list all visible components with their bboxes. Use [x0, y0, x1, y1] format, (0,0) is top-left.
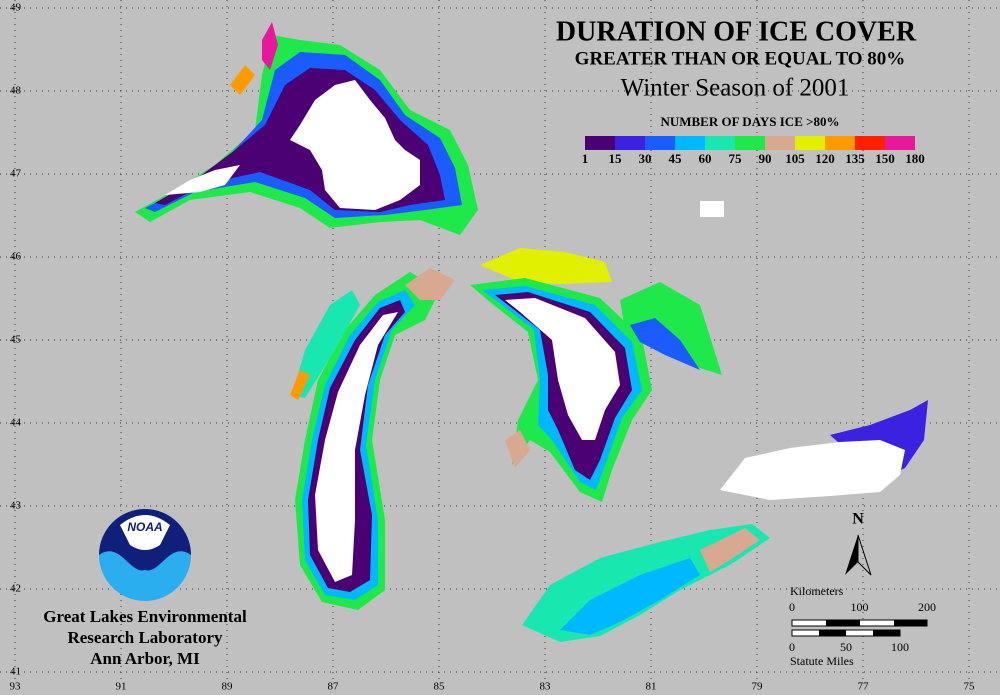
- lake-ontario: [720, 400, 928, 500]
- scale-km-label: 200: [918, 600, 936, 614]
- legend-tick: 120: [815, 151, 835, 166]
- longitude-label: 79: [752, 681, 764, 693]
- season: Winter Season of 2001: [621, 75, 850, 102]
- longitude-label: 81: [646, 681, 657, 693]
- longitude-label: 91: [116, 681, 127, 693]
- legend-tick: 75: [729, 151, 743, 166]
- legend-swatch: [615, 136, 645, 150]
- legend-title: NUMBER OF DAYS ICE >80%: [660, 114, 839, 129]
- scale-title: Statute Miles: [790, 654, 854, 668]
- legend-swatch: [585, 136, 615, 150]
- ice-free: [165, 165, 240, 195]
- scale-km-label: 100: [851, 600, 869, 614]
- ice-zone: [560, 558, 700, 635]
- longitude-label: 75: [964, 681, 976, 693]
- ice-zone: [505, 430, 530, 468]
- legend-swatch: [735, 136, 765, 150]
- ice-free: [505, 298, 620, 440]
- legend-swatch: [645, 136, 675, 150]
- legend-tick: 45: [669, 151, 683, 166]
- legend-swatch: [765, 136, 795, 150]
- latitude-label: 47: [10, 168, 22, 180]
- ice-free: [315, 312, 398, 582]
- ice-free: [290, 80, 420, 210]
- noaa-logo: NOAA: [99, 509, 191, 601]
- legend-swatch: [705, 136, 735, 150]
- latitude-label: 46: [10, 251, 22, 263]
- ice-free: [720, 440, 905, 500]
- latitude-label: 43: [10, 500, 22, 512]
- longitude-label: 93: [10, 681, 22, 693]
- latitude-label: 42: [10, 583, 21, 595]
- scale-bar-km: [894, 620, 927, 626]
- ice-zone: [230, 65, 255, 95]
- latitude-label: 45: [10, 334, 22, 346]
- north-arrow: [845, 535, 858, 575]
- ice-zone: [830, 400, 928, 480]
- scale-mi-label: 100: [891, 640, 909, 654]
- scale-bar-mi: [819, 630, 846, 636]
- latitude-label: 41: [10, 666, 21, 678]
- ice-zone: [292, 290, 360, 398]
- north-arrow: [857, 534, 872, 576]
- ice-zone: [290, 370, 310, 400]
- scale-bar-km: [826, 620, 860, 626]
- legend-swatch: [855, 136, 885, 150]
- lab-line: Ann Arbor, MI: [90, 649, 200, 668]
- legend-swatch: [675, 136, 705, 150]
- title: DURATION OF ICE COVER: [556, 16, 917, 47]
- longitude-label: 87: [328, 681, 340, 693]
- legend-tick: 15: [609, 151, 623, 166]
- legend-swatch: [885, 136, 915, 150]
- scale-bar-mi: [873, 630, 900, 636]
- lake-michigan: [290, 268, 455, 610]
- ice-zone: [405, 268, 455, 300]
- logo-bird: [120, 515, 170, 550]
- latitude-label: 44: [10, 417, 22, 429]
- ice-zone: [480, 248, 612, 284]
- lake-erie: [522, 524, 770, 642]
- latitude-label: 49: [10, 2, 22, 14]
- north-label: N: [852, 511, 864, 528]
- ice-zone: [620, 282, 722, 375]
- lab-line: Research Laboratory: [67, 628, 223, 647]
- subtitle: GREATER THAN OR EQUAL TO 80%: [575, 48, 906, 69]
- scale-mi-label: 50: [840, 640, 852, 654]
- legend-tick: 1: [582, 151, 589, 166]
- scale-mi-label: 0: [789, 640, 795, 654]
- longitude-label: 77: [858, 681, 870, 693]
- legend-tick: 105: [785, 151, 805, 166]
- lake-superior: [135, 22, 478, 235]
- legend-swatch: [795, 136, 825, 150]
- legend: 1 15 30 45 60 75 90 105 120 135 150 180: [582, 136, 925, 166]
- legend-white-swatch: [700, 201, 724, 217]
- legend-tick: 30: [639, 151, 652, 166]
- scale-bar: 0 100 200 0 50 100: [789, 600, 936, 654]
- ice-zone: [630, 318, 700, 370]
- longitude-label: 85: [434, 681, 446, 693]
- legend-tick: 90: [759, 151, 772, 166]
- lab-line: Great Lakes Environmental: [43, 607, 247, 626]
- longitude-label: 83: [540, 681, 552, 693]
- longitude-label: 89: [222, 681, 234, 693]
- legend-swatch: [825, 136, 855, 150]
- lake-huron: [470, 248, 722, 502]
- legend-tick: 135: [845, 151, 865, 166]
- legend-tick: 180: [905, 151, 925, 166]
- ice-zone: [700, 528, 760, 572]
- scale-km-label: 0: [789, 600, 795, 614]
- scale-title: Kilometers: [790, 584, 844, 598]
- logo-text: NOAA: [127, 520, 162, 534]
- legend-tick: 60: [699, 151, 712, 166]
- latitude-label: 48: [10, 85, 22, 97]
- ice-zone: [262, 22, 278, 70]
- legend-tick: 150: [875, 151, 895, 166]
